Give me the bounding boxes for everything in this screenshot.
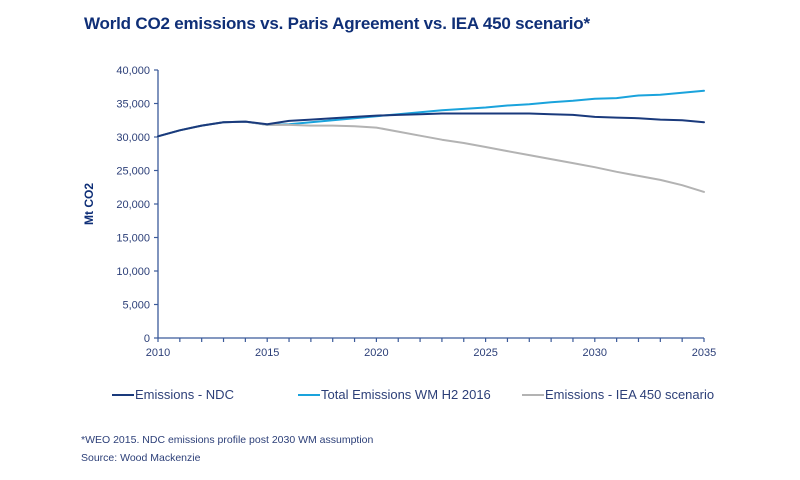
legend-item-iea: Emissions - IEA 450 scenario	[522, 387, 714, 402]
y-tick-label: 40,000	[116, 65, 150, 77]
y-tick-label: 15,000	[116, 233, 150, 245]
legend-swatch-iea	[522, 393, 544, 396]
y-axis: 0 5,000 10,000 15,000 20,000 25,000 30,000 35,0…	[116, 65, 159, 345]
legend-swatch-ndc	[112, 393, 134, 396]
y-tick-label: 30,000	[116, 132, 150, 144]
footnote: *WEO 2015. NDC emissions profile post 20…	[81, 434, 374, 446]
x-tick-label: 2035	[692, 347, 716, 359]
series-line-emissions-iea-450-scenario	[157, 120, 705, 193]
x-tick-label: 2015	[255, 347, 279, 359]
y-tick-label: 5,000	[122, 300, 150, 312]
series-lines	[157, 89, 705, 193]
x-tick-label: 2025	[473, 347, 497, 359]
source-note: Source: Wood Mackenzie	[81, 452, 201, 464]
legend: Emissions - NDC Total Emissions WM H2 20…	[112, 387, 714, 402]
y-tick-label: 35,000	[116, 99, 150, 111]
legend-label-wm: Total Emissions WM H2 2016	[321, 387, 491, 402]
legend-label-ndc: Emissions - NDC	[135, 387, 234, 402]
y-tick-label: 20,000	[116, 199, 150, 211]
y-tick-label: 10,000	[116, 266, 150, 278]
x-axis: 2010 2015 2020 2025 2030 2035	[146, 337, 716, 359]
x-tick-label: 2030	[583, 347, 607, 359]
y-tick-label: 25,000	[116, 166, 150, 178]
y-tick-label: 0	[144, 333, 150, 345]
chart-title: World CO2 emissions vs. Paris Agreement …	[84, 14, 590, 33]
legend-swatch-wm	[298, 393, 320, 396]
x-tick-label: 2020	[364, 347, 388, 359]
legend-item-ndc: Emissions - NDC	[112, 387, 298, 402]
legend-label-iea: Emissions - IEA 450 scenario	[545, 387, 715, 402]
x-tick-label: 2010	[146, 347, 170, 359]
legend-item-wm: Total Emissions WM H2 2016	[298, 387, 522, 402]
series-line-emissions-ndc	[157, 112, 705, 138]
y-axis-label: Mt CO2	[82, 183, 96, 225]
footnotes: *WEO 2015. NDC emissions profile post 20…	[81, 431, 373, 467]
